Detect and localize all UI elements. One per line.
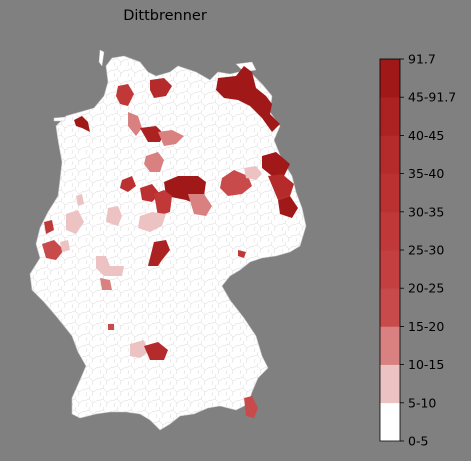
district-region — [140, 126, 164, 142]
district-region — [220, 170, 252, 196]
colorbar-tick-label: 35-40 — [408, 166, 444, 181]
district-region — [96, 256, 124, 276]
colorbar: 0-5 5-10 10-15 15-20 20-25 25-30 30-35 35-40 40-… — [379, 52, 456, 449]
district-region — [42, 240, 64, 260]
colorbar-tick-label: 15-20 — [408, 319, 444, 334]
colorbar-tick-label: 20-25 — [408, 281, 444, 296]
district-region — [106, 206, 122, 226]
colorbar-segment — [380, 97, 400, 136]
district-region — [120, 176, 136, 192]
district-region — [130, 340, 148, 358]
district-highlights — [42, 66, 298, 418]
colorbar-segment — [380, 250, 400, 289]
district-region — [188, 194, 212, 216]
district-region — [60, 240, 70, 252]
district-region — [66, 210, 84, 234]
map-title: Dittbrenner — [123, 8, 207, 24]
district-region — [138, 212, 166, 232]
district-region — [150, 78, 172, 98]
district-region — [116, 84, 134, 106]
colorbar-tick-label: 25-30 — [408, 243, 444, 258]
district-region — [244, 166, 262, 180]
district-region — [154, 190, 172, 216]
district-region — [144, 152, 164, 172]
district-region — [74, 116, 90, 132]
colorbar-tick-label: 91.7 — [408, 52, 436, 67]
island-shape — [98, 49, 105, 67]
colorbar-segment — [380, 211, 400, 251]
district-region — [100, 278, 112, 290]
district-region — [158, 130, 184, 146]
district-region — [278, 196, 298, 218]
district-region — [128, 112, 142, 136]
germany-outline — [29, 49, 307, 431]
colorbar-segment — [380, 364, 400, 404]
district-region — [268, 174, 294, 200]
district-region — [262, 152, 290, 176]
colorbar-tick-label: 0-5 — [408, 434, 428, 449]
colorbar-tick-label: 45-91.7 — [408, 90, 456, 105]
colorbar-tick-label: 30-35 — [408, 204, 444, 219]
colorbar-segment — [380, 326, 400, 365]
district-region — [238, 250, 246, 258]
colorbar-segment — [380, 59, 400, 98]
district-region — [144, 342, 168, 360]
district-region — [108, 324, 114, 330]
colorbar-tick-label: 5-10 — [408, 395, 436, 410]
colorbar-segment — [380, 288, 400, 327]
colorbar-segment — [380, 173, 400, 213]
colorbar-segment — [380, 135, 400, 174]
island-shape — [53, 116, 67, 122]
district-region — [44, 220, 54, 234]
district-region — [244, 396, 258, 418]
district-region — [216, 66, 280, 132]
district-region — [148, 240, 170, 266]
colorbar-tick-label: 40-45 — [408, 128, 444, 143]
district-region — [76, 194, 84, 206]
island-shape — [235, 61, 257, 73]
colorbar-segment — [380, 402, 400, 442]
colorbar-tick-label: 10-15 — [408, 357, 444, 372]
